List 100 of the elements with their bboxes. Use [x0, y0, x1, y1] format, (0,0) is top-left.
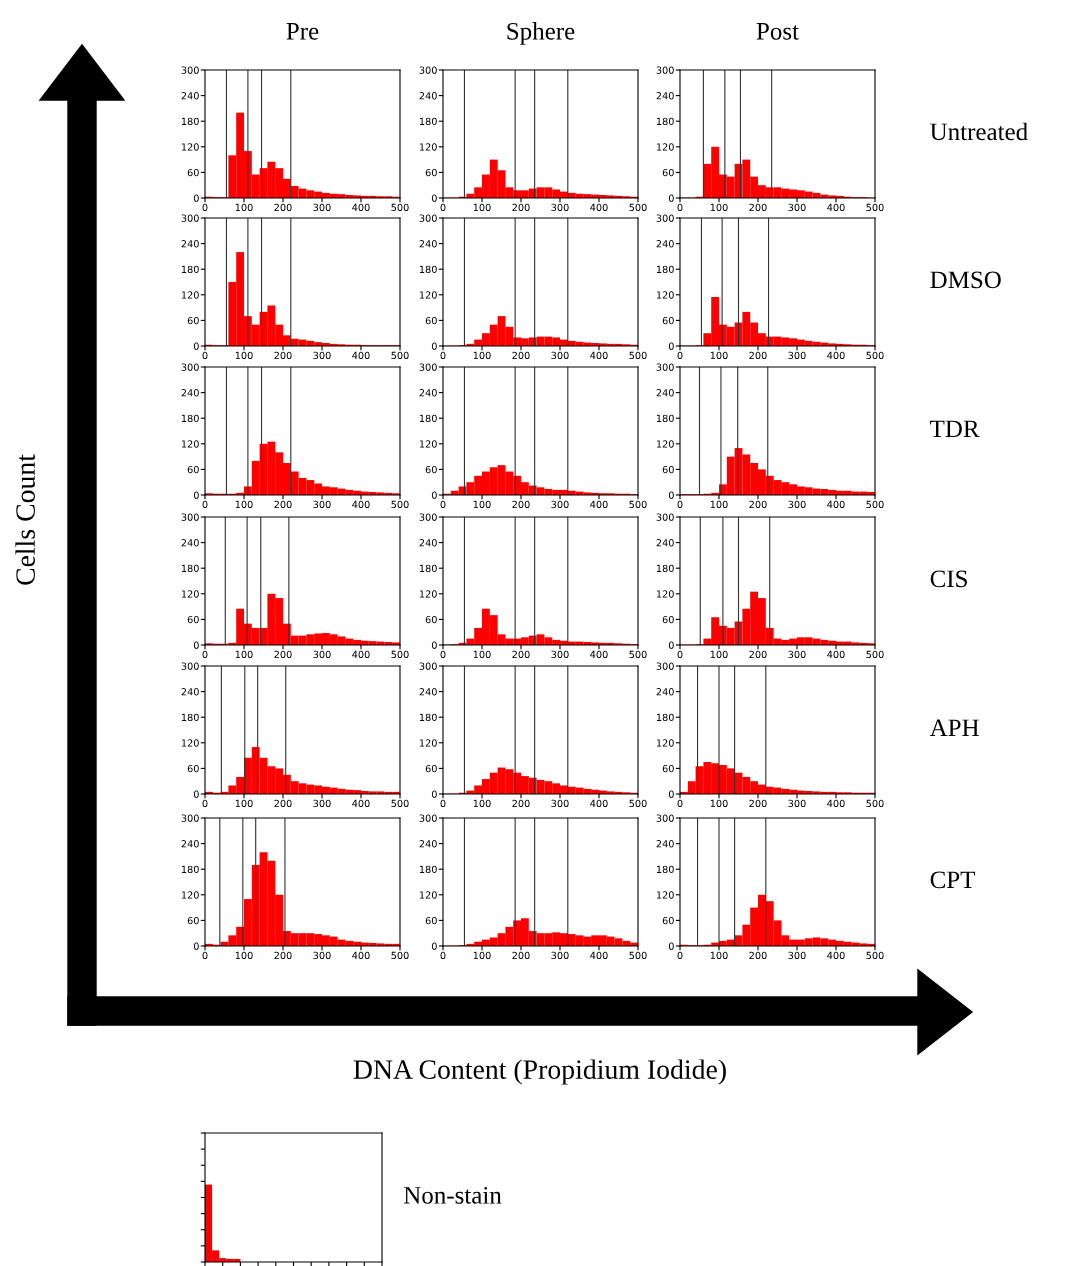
y-tick-label: 0 — [193, 194, 199, 202]
x-tick-label: 300 — [788, 203, 806, 212]
x-tick-label: 500 — [391, 650, 409, 659]
y-tick-label: 120 — [419, 891, 437, 899]
x-tick-label: 0 — [677, 203, 683, 212]
y-tick-label: 300 — [419, 214, 437, 222]
x-tick-label: 100 — [235, 203, 253, 212]
y-tick-label: 0 — [431, 942, 437, 950]
y-tick-label: 0 — [193, 641, 199, 649]
y-tick-label: 0 — [193, 790, 199, 798]
y-tick-label: 300 — [656, 66, 674, 74]
y-tick-label: 240 — [181, 389, 199, 397]
x-tick-label: 200 — [512, 951, 530, 960]
x-tick-label: 400 — [590, 951, 608, 960]
y-tick-label: 60 — [187, 168, 199, 177]
y-tick-label: 0 — [193, 491, 199, 499]
y-tick-label: 180 — [656, 265, 674, 274]
y-tick-label: 0 — [668, 342, 674, 350]
y-tick-label: 0 — [193, 342, 199, 350]
x-tick-label: 400 — [590, 203, 608, 212]
y-tick-label: 0 — [668, 491, 674, 499]
y-tick-label: 180 — [181, 265, 199, 274]
y-tick-label: 60 — [662, 615, 674, 624]
y-tick-label: 180 — [656, 713, 674, 722]
x-tick-label: 400 — [352, 351, 370, 360]
text: TDR — [930, 420, 980, 438]
x-tick-label: 100 — [473, 351, 491, 360]
y-tick-label: 300 — [656, 662, 674, 670]
y-tick-label: 240 — [181, 240, 199, 248]
x-tick-label: 300 — [551, 650, 569, 659]
x-tick-label: 500 — [866, 203, 884, 212]
x-tick-label: 500 — [391, 351, 409, 360]
x-tick-label: 0 — [677, 799, 683, 808]
x-tick-label: 500 — [629, 500, 647, 509]
x-tick-label: 200 — [512, 500, 530, 509]
x-tick-label: 0 — [202, 351, 208, 360]
x-tick-label: 100 — [473, 500, 491, 509]
y-tick-label: 0 — [431, 491, 437, 499]
x-tick-label: 200 — [749, 500, 767, 509]
x-tick-label: 300 — [788, 650, 806, 659]
x-tick-label: 300 — [313, 650, 331, 659]
y-tick-label: 180 — [181, 713, 199, 722]
x-tick-label: 0 — [677, 351, 683, 360]
x-tick-label: 300 — [551, 951, 569, 960]
y-tick-label: 180 — [419, 713, 437, 722]
text: Non-stain — [403, 1186, 502, 1204]
y-tick-label: 300 — [419, 662, 437, 670]
x-tick-label: 500 — [391, 951, 409, 960]
x-tick-label: 100 — [235, 799, 253, 808]
x-tick-label: 500 — [866, 351, 884, 360]
y-tick-label: 60 — [187, 615, 199, 624]
x-tick-label: 100 — [710, 351, 728, 360]
y-tick-label: 180 — [419, 865, 437, 874]
y-tick-label: 120 — [419, 739, 437, 747]
y-tick-label: 240 — [656, 688, 674, 696]
y-tick-label: 0 — [668, 790, 674, 798]
y-tick-label: 60 — [425, 916, 437, 925]
x-tick-label: 200 — [274, 650, 292, 659]
y-tick-label: 120 — [656, 739, 674, 747]
x-tick-label: 100 — [473, 799, 491, 808]
x-tick-label: 500 — [866, 650, 884, 659]
x-tick-label: 200 — [274, 951, 292, 960]
x-tick-label: 300 — [313, 500, 331, 509]
y-tick-label: 240 — [656, 389, 674, 397]
x-tick-label: 500 — [391, 799, 409, 808]
y-tick-label: 0 — [668, 641, 674, 649]
chart-title: Sphere — [507, 22, 575, 45]
x-tick-label: 200 — [749, 799, 767, 808]
y-tick-label: 60 — [662, 316, 674, 325]
x-tick-label: 400 — [827, 203, 845, 212]
y-tick-label: 120 — [181, 291, 199, 299]
x-tick-label: 300 — [551, 799, 569, 808]
y-tick-label: 240 — [419, 539, 437, 547]
x-tick-label: 200 — [274, 203, 292, 212]
y-tick-label: 240 — [181, 688, 199, 696]
x-tick-label: 0 — [677, 650, 683, 659]
y-tick-label: 180 — [656, 564, 674, 573]
y-tick-label: 0 — [431, 194, 437, 202]
x-tick-label: 100 — [710, 951, 728, 960]
x-tick-label: 200 — [512, 799, 530, 808]
y-tick-label: 240 — [419, 240, 437, 248]
y-tick-label: 0 — [431, 641, 437, 649]
y-tick-label: 240 — [181, 92, 199, 100]
x-tick-label: 400 — [590, 799, 608, 808]
y-tick-label: 120 — [181, 891, 199, 899]
x-tick-label: 400 — [827, 650, 845, 659]
x-tick-label: 400 — [352, 951, 370, 960]
x-tick-label: 300 — [313, 351, 331, 360]
y-tick-label: 60 — [187, 316, 199, 325]
chart-title: Pre — [286, 23, 319, 40]
y-tick-label: 300 — [419, 513, 437, 521]
x-tick-label: 500 — [866, 799, 884, 808]
y-tick-label: 300 — [656, 363, 674, 371]
x-tick-label: 500 — [629, 799, 647, 808]
x-tick-label: 100 — [235, 951, 253, 960]
y-tick-label: 120 — [419, 590, 437, 598]
x-tick-label: 500 — [391, 203, 409, 212]
y-tick-label: 120 — [656, 891, 674, 899]
x-tick-label: 400 — [352, 650, 370, 659]
x-tick-label: 0 — [202, 500, 208, 509]
